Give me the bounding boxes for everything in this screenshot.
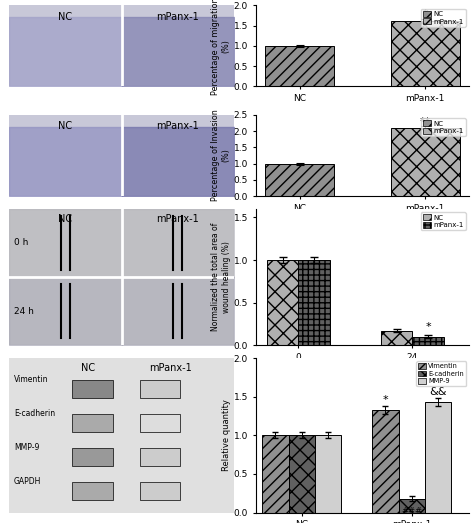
Y-axis label: Percentage of Invasion
(%): Percentage of Invasion (%) [211, 110, 231, 201]
Text: **: ** [419, 117, 431, 127]
FancyBboxPatch shape [72, 448, 113, 466]
Bar [412, 337, 444, 345]
Bar [372, 410, 399, 513]
Text: mPanx-1: mPanx-1 [150, 362, 192, 373]
Text: ###: ### [401, 507, 422, 516]
Bar [262, 435, 289, 513]
Legend: NC, mPanx-1: NC, mPanx-1 [421, 118, 466, 137]
Text: 0 h: 0 h [14, 238, 28, 247]
Text: &&: && [429, 387, 447, 397]
Text: mPanx-1: mPanx-1 [156, 214, 199, 224]
Legend: Vimentin, E-cadherin, MMP-9: Vimentin, E-cadherin, MMP-9 [416, 361, 466, 386]
FancyBboxPatch shape [139, 380, 180, 398]
Text: 24 h: 24 h [14, 306, 34, 316]
Text: *: * [383, 395, 388, 405]
Text: *: * [425, 322, 431, 332]
Text: B: B [9, 209, 20, 223]
Y-axis label: Normalized the total area of
wound healing (%): Normalized the total area of wound heali… [211, 223, 231, 331]
FancyBboxPatch shape [72, 380, 113, 398]
Text: NC: NC [58, 12, 73, 22]
Text: MMP-9: MMP-9 [14, 443, 39, 452]
Text: GAPDH: GAPDH [14, 477, 41, 486]
FancyBboxPatch shape [139, 482, 180, 500]
Text: E-cadherin: E-cadherin [14, 409, 55, 418]
Text: mPanx-1: mPanx-1 [156, 121, 199, 131]
Bar [265, 46, 334, 86]
Bar [315, 435, 341, 513]
X-axis label: Time（hour）: Time（hour） [336, 368, 389, 377]
Text: C: C [9, 358, 20, 372]
Bar [265, 164, 334, 196]
Bar [381, 331, 412, 345]
Text: NC: NC [58, 214, 73, 224]
Text: NC: NC [58, 121, 73, 131]
FancyBboxPatch shape [72, 414, 113, 432]
Y-axis label: Relative quantity: Relative quantity [222, 400, 231, 471]
FancyBboxPatch shape [139, 448, 180, 466]
FancyBboxPatch shape [139, 414, 180, 432]
Bar [391, 128, 460, 196]
Bar [267, 260, 298, 345]
Text: Vimentin: Vimentin [14, 375, 48, 384]
Text: mPanx-1: mPanx-1 [156, 12, 199, 22]
Text: *: * [422, 8, 428, 19]
Text: A: A [9, 5, 20, 19]
Legend: NC, mPanx-1: NC, mPanx-1 [421, 212, 466, 231]
Bar [399, 498, 425, 513]
Bar [425, 402, 451, 513]
Legend: NC, mPanx-1: NC, mPanx-1 [421, 9, 466, 27]
Bar [298, 260, 330, 345]
Bar [289, 435, 315, 513]
Bar [391, 21, 460, 86]
Y-axis label: Percentage of migration
(%): Percentage of migration (%) [211, 0, 231, 95]
Text: NC: NC [81, 362, 95, 373]
FancyBboxPatch shape [72, 482, 113, 500]
